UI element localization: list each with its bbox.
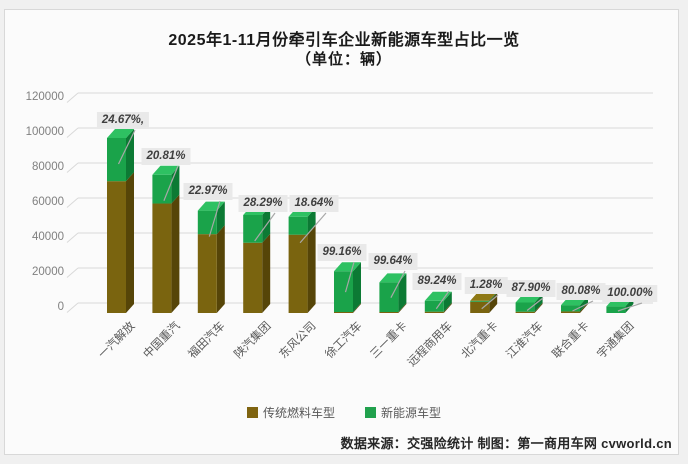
axis-depth-tick (66, 232, 79, 243)
nev-share-label: 22.97% (183, 183, 233, 200)
nev-share-label: 24.67%, (96, 112, 150, 129)
bar-traditional-side (398, 303, 407, 313)
bar-nev-side (216, 201, 225, 235)
bar-traditional-segment (515, 311, 535, 313)
bar-top-face (334, 262, 361, 272)
footer-credit: 数据来源：交强险统计 制图：第一商用车网 cvworld.cn (340, 436, 672, 451)
bar-traditional-segment (243, 242, 263, 313)
bar-nev-segment (243, 215, 263, 243)
chart-subtitle: （单位：辆） (295, 51, 392, 68)
nev-share-label: 87.90% (506, 280, 556, 297)
bar-nev-side (398, 273, 407, 312)
bar-traditional-segment (379, 312, 399, 313)
legend-label-nev: 新能源车型 (381, 406, 442, 420)
axis-depth-tick (66, 197, 79, 208)
bar-nev-segment (561, 305, 580, 312)
bar-top-face (470, 291, 498, 301)
bar-nev-segment (107, 138, 126, 182)
share-label-leader-line (617, 302, 643, 312)
share-label-leader-line (117, 129, 136, 165)
bar-nev-side (443, 291, 452, 312)
bar-nev-segment (470, 300, 490, 302)
bar-nev-segment (152, 174, 172, 204)
bar-traditional-side (443, 302, 452, 313)
nev-share-label: 100.00% (602, 285, 658, 302)
bar-traditional-segment (152, 203, 172, 313)
bar-nev-side (489, 291, 498, 302)
y-axis-tick-label: 120000 (25, 91, 64, 103)
legend-item-nev: 新能源车型 (365, 404, 441, 421)
bar-traditional-segment (561, 311, 580, 313)
bar-nev-segment (606, 306, 626, 313)
nev-share-label: 20.81% (141, 148, 191, 165)
share-label-leader-line (526, 297, 544, 311)
nev-share-label: 80.08% (556, 283, 606, 300)
bar-traditional-side (262, 233, 271, 313)
bar-traditional-side (171, 194, 180, 313)
bar-nev-segment (515, 302, 535, 312)
bar-top-face (424, 291, 452, 301)
nev-share-label: 28.29% (238, 195, 288, 212)
bar-traditional-side (534, 302, 543, 313)
bar-traditional-side (307, 225, 316, 313)
nev-share-label: 89.24% (412, 273, 462, 290)
share-label-leader-line (572, 300, 594, 312)
y-axis-tick-label: 40000 (32, 231, 64, 243)
y-axis-tick-label: 20000 (32, 266, 64, 278)
axis-depth-tick (66, 302, 79, 313)
nev-share-label: 18.64% (289, 195, 339, 212)
axis-depth-tick (66, 162, 79, 173)
nev-share-label: 1.28% (464, 277, 508, 294)
y-axis-tick-label: 100000 (25, 126, 64, 138)
bar-nev-segment (379, 282, 399, 312)
bar-traditional-segment (197, 234, 217, 313)
legend-item-traditional: 传统燃料车型 (246, 404, 335, 421)
bar-traditional-segment (288, 234, 308, 313)
y-axis-tick-label: 0 (57, 301, 64, 313)
bar-traditional-side (126, 172, 134, 313)
traditional-swatch-icon (246, 407, 258, 418)
y-axis-tick-label: 60000 (32, 196, 64, 208)
bar-traditional-side (216, 225, 225, 313)
axis-depth-tick (66, 92, 79, 103)
nev-share-label: 99.64% (368, 253, 418, 270)
legend-label-traditional: 传统燃料车型 (262, 406, 335, 420)
bar-top-face (107, 129, 134, 138)
nev-swatch-icon (365, 407, 376, 418)
y-axis-tick-label: 80000 (32, 161, 64, 173)
bar-nev-segment (288, 216, 308, 235)
bar-nev-side (307, 207, 316, 235)
bar-nev-side (534, 293, 543, 312)
bar-top-face (152, 165, 180, 175)
bar-nev-side (126, 129, 134, 182)
share-label-leader-line (435, 290, 450, 310)
axis-depth-tick (66, 127, 79, 138)
chart-title: 2025年1-11月份牵引车企业新能源车型占比一览 (168, 32, 520, 49)
nev-share-label: 99.16% (317, 244, 367, 261)
axis-depth-tick (66, 267, 79, 278)
legend: 传统燃料车型 新能源车型 (0, 404, 688, 421)
share-label-leader-line (344, 261, 355, 293)
share-label-leader-line (254, 212, 276, 242)
bar-traditional-segment (107, 181, 126, 313)
share-label-leader-line (390, 270, 406, 298)
bar-traditional-side (353, 303, 361, 313)
bar-traditional-segment (470, 301, 490, 313)
bar-traditional-segment (424, 311, 444, 313)
bar-traditional-segment (334, 312, 353, 313)
bar-nev-segment (424, 300, 444, 312)
bar-nev-side (171, 165, 180, 204)
share-label-leader-line (163, 165, 179, 201)
bar-nev-side (353, 262, 361, 312)
share-label-leader-line (208, 200, 221, 237)
share-label-leader-line (299, 212, 327, 244)
share-label-leader-line (481, 294, 499, 310)
